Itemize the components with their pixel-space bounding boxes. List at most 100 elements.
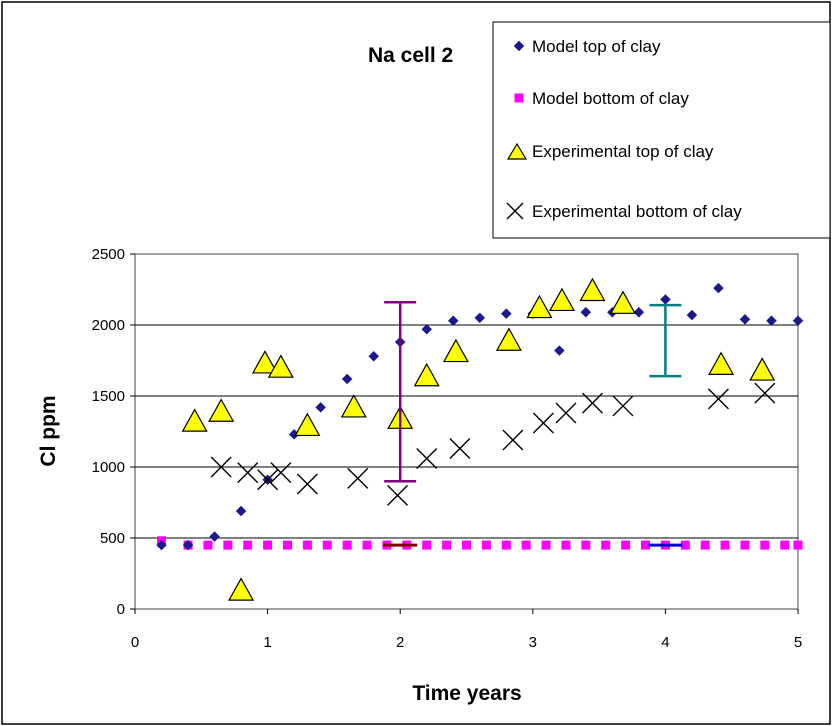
model-bottom-point xyxy=(760,540,770,550)
legend-entry: Experimental bottom of clay xyxy=(506,202,742,221)
axes: 0 500 1000 1500 2000 2500 0 1 2 3 4 5 xyxy=(92,246,803,651)
x-marker-stroke xyxy=(416,447,438,469)
error-bar xyxy=(384,301,417,483)
model-bottom-point xyxy=(561,540,571,550)
model-top-point xyxy=(686,309,698,321)
model-top-point xyxy=(580,306,592,318)
x-marker-stroke xyxy=(502,429,524,451)
x-marker-stroke xyxy=(210,456,232,478)
experimental-top-point xyxy=(749,357,776,381)
x-marker-stroke xyxy=(387,484,409,506)
model-top-point xyxy=(447,315,459,327)
experimental-top-point xyxy=(609,290,636,314)
y-tick-label: 1500 xyxy=(92,388,125,405)
experimental-bottom-point xyxy=(707,388,729,410)
model-bottom-point xyxy=(263,540,273,550)
experimental-top-point xyxy=(267,354,294,378)
model-bottom-point xyxy=(780,540,790,550)
chart-title: Na cell 2 xyxy=(368,44,453,67)
x-tick-label: 4 xyxy=(661,634,669,651)
experimental-bottom-point xyxy=(210,456,232,478)
x-marker-stroke xyxy=(449,438,471,460)
legend-entry: Experimental top of clay xyxy=(506,142,714,161)
experimental-top-point xyxy=(251,350,278,374)
legend-box xyxy=(492,21,831,239)
experimental-bottom-point xyxy=(754,382,776,404)
x-tick-label: 0 xyxy=(131,634,139,651)
model-top-point xyxy=(713,282,724,294)
model-bottom-point xyxy=(243,540,253,550)
experimental-bottom-point xyxy=(270,462,292,484)
x-marker-stroke xyxy=(237,462,259,484)
x-axis-title: Time years xyxy=(412,682,521,705)
y-tick-label: 2000 xyxy=(92,317,125,334)
x-marker-stroke xyxy=(257,469,279,491)
model-bottom-point xyxy=(342,540,352,550)
plot-area xyxy=(134,253,799,610)
model-bottom-point xyxy=(422,540,432,550)
legend-label: Model top of clay xyxy=(532,37,661,56)
experimental-bottom-point xyxy=(387,484,409,506)
y-axis-title: Cl ppm xyxy=(37,395,60,466)
model-top-point xyxy=(474,312,486,324)
model-bottom-point xyxy=(641,540,651,550)
x-tick-label: 1 xyxy=(263,634,271,651)
y-tick-label: 0 xyxy=(117,601,125,618)
model-top-point xyxy=(553,345,565,356)
legend-marker xyxy=(513,40,525,52)
x-tick-label: 5 xyxy=(794,634,802,651)
model-bottom-point xyxy=(740,540,750,550)
experimental-top-point xyxy=(579,277,606,302)
experimental-bottom-point xyxy=(555,402,577,424)
experimental-top-point xyxy=(442,338,469,363)
model-top-point xyxy=(368,350,380,362)
model-top-point xyxy=(209,531,220,542)
experimental-top-point xyxy=(548,287,575,312)
model-bottom-point xyxy=(793,540,803,550)
experimental-top-point xyxy=(228,577,255,601)
experimental-top-point xyxy=(208,398,235,422)
experimental-bottom-point xyxy=(502,429,524,451)
experimental-bottom-point xyxy=(449,438,471,460)
model-bottom-point xyxy=(322,540,332,550)
experimental-bottom-point xyxy=(532,412,554,434)
experimental-top-point xyxy=(708,351,735,375)
experimental-bottom-point xyxy=(347,467,369,489)
x-marker-stroke xyxy=(270,462,292,484)
experimental-top-point xyxy=(495,327,522,351)
model-top-point xyxy=(156,539,167,551)
model-bottom-point xyxy=(501,540,511,550)
model-bottom-point xyxy=(601,540,611,550)
grid xyxy=(135,324,798,539)
legend-marker xyxy=(506,202,524,220)
x-marker-stroke xyxy=(555,402,577,424)
model-bottom-point xyxy=(621,540,631,550)
x-marker-stroke xyxy=(296,473,318,495)
experimental-bottom-point xyxy=(257,469,279,491)
legend-marker xyxy=(514,93,524,103)
model-bottom-point xyxy=(462,540,471,550)
model-top-point xyxy=(792,315,804,327)
model-bottom-point xyxy=(481,540,491,550)
experimental-bottom-point xyxy=(416,447,438,469)
experimental-top-point xyxy=(340,394,367,418)
x-tick-label: 2 xyxy=(396,634,404,651)
experimental-bottom-point xyxy=(612,395,634,417)
model-bottom-point xyxy=(720,540,730,550)
model-top-point xyxy=(766,315,777,327)
experimental-top-point xyxy=(413,362,440,387)
model-bottom-point xyxy=(223,540,233,550)
model-bottom-point xyxy=(680,540,690,550)
model-top-point xyxy=(421,323,433,335)
legend-entry: Model top of clay xyxy=(513,37,661,56)
x-marker-stroke xyxy=(612,395,634,417)
legend-entry: Model bottom of clay xyxy=(514,89,689,108)
model-bottom-point xyxy=(362,540,372,550)
experimental-top-point xyxy=(181,408,208,432)
x-marker-stroke xyxy=(754,382,776,404)
legend-marker xyxy=(506,142,528,160)
error-bar xyxy=(649,303,682,378)
legend-label: Experimental top of clay xyxy=(532,142,714,161)
model-top-point xyxy=(739,313,751,325)
